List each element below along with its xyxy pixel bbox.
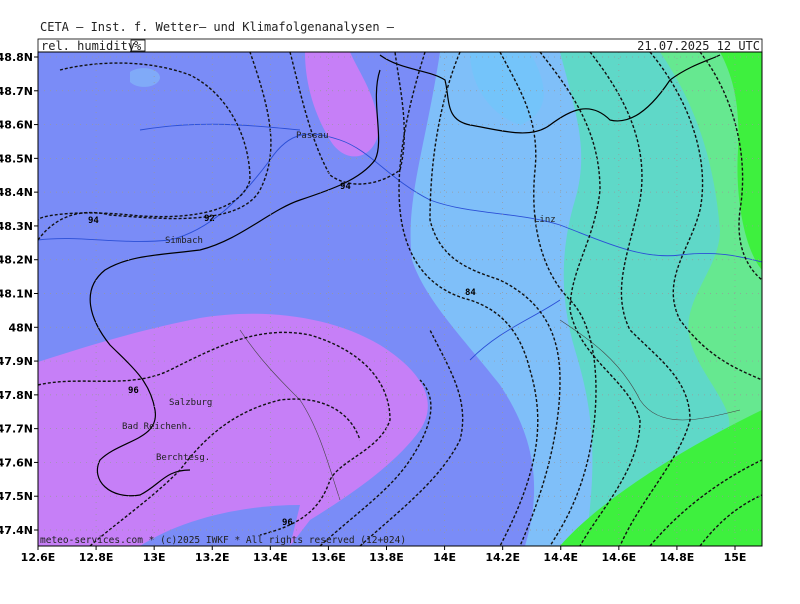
field-purple-north bbox=[305, 52, 379, 157]
field-light-blue bbox=[410, 52, 593, 546]
contour bbox=[589, 52, 691, 546]
contour bbox=[539, 52, 641, 546]
contour-label: 84 bbox=[465, 288, 476, 298]
place-label: Passau bbox=[296, 131, 329, 141]
contour bbox=[429, 52, 561, 546]
river bbox=[469, 299, 561, 361]
y-tick-label: 48.3N bbox=[0, 220, 33, 233]
field-purple bbox=[38, 313, 428, 546]
x-tick-label: 14.8E bbox=[660, 551, 695, 564]
contour-label: 94 bbox=[88, 216, 99, 226]
place-labels: Passau Simbach Linz Salzburg Bad Reichen… bbox=[122, 131, 556, 463]
contour bbox=[649, 52, 762, 381]
place-label: Salzburg bbox=[169, 398, 212, 408]
x-tick-label: 12.8E bbox=[79, 551, 114, 564]
contour-label: 94 bbox=[340, 182, 351, 192]
grid bbox=[38, 52, 762, 546]
unit-label: % bbox=[134, 39, 142, 53]
admin-line bbox=[559, 319, 741, 421]
y-tick-label: 48.5N bbox=[0, 152, 33, 165]
river bbox=[38, 133, 762, 263]
field-blue-strip bbox=[140, 505, 300, 546]
y-tick-label: 48.4N bbox=[0, 186, 33, 199]
y-tick-label: 47.8N bbox=[0, 389, 33, 402]
border bbox=[89, 69, 381, 497]
place-label: Linz bbox=[534, 215, 556, 225]
x-tick-label: 14.4E bbox=[543, 551, 578, 564]
footer: meteo-services.com * (c)2025 IWKF * All … bbox=[40, 535, 406, 546]
y-tick-label: 47.5N bbox=[0, 490, 33, 503]
y-tick-label: 48.1N bbox=[0, 288, 33, 301]
place-label: Bad Reichenh. bbox=[122, 422, 192, 432]
borders bbox=[89, 54, 741, 501]
contour bbox=[319, 379, 432, 546]
field-green bbox=[720, 52, 762, 270]
x-tick-label: 14.2E bbox=[485, 551, 520, 564]
x-tick-label: 13.4E bbox=[253, 551, 288, 564]
field-light-blue-2 bbox=[470, 52, 544, 125]
place-label: Simbach bbox=[165, 236, 203, 246]
y-tick-label: 48.7N bbox=[0, 85, 33, 98]
y-tick-label: 47.4N bbox=[0, 524, 33, 537]
x-tick-label: 14E bbox=[433, 551, 456, 564]
y-tick-label: 48.6N bbox=[0, 119, 33, 132]
x-tick-label: 15E bbox=[724, 551, 747, 564]
contour bbox=[38, 52, 272, 241]
axes: 12.6E 12.8E 13E 13.2E 13.4E 13.6E 13.8E 14E 14.2… bbox=[0, 51, 746, 564]
y-tick-label: 47.7N bbox=[0, 423, 33, 436]
x-tick-label: 12.6E bbox=[21, 551, 56, 564]
contour-label: 96 bbox=[282, 518, 293, 528]
x-tick-label: 13.8E bbox=[369, 551, 404, 564]
variable-label: rel._humidity bbox=[41, 39, 135, 53]
contour-label: 92 bbox=[204, 214, 215, 224]
map-area: Passau Simbach Linz Salzburg Bad Reichen… bbox=[38, 52, 762, 546]
unit-box bbox=[130, 39, 146, 52]
x-tick-label: 13.2E bbox=[195, 551, 230, 564]
y-tick-label: 48N bbox=[8, 321, 33, 334]
contour bbox=[38, 331, 391, 536]
x-tick-label: 13E bbox=[143, 551, 166, 564]
place-label: Berchtesg. bbox=[156, 453, 210, 463]
admin-line bbox=[239, 329, 341, 501]
map-frame bbox=[37, 51, 763, 547]
y-tick-label: 47.9N bbox=[0, 355, 33, 368]
y-tick-label: 48.2N bbox=[0, 254, 33, 267]
header-title: CETA — Inst. f. Wetter— und Klimafolgena… bbox=[40, 20, 395, 34]
x-tick-label: 13.6E bbox=[311, 551, 346, 564]
contour bbox=[359, 329, 464, 546]
rivers bbox=[38, 123, 762, 361]
contour bbox=[699, 52, 762, 281]
contour bbox=[649, 459, 762, 546]
field-blob bbox=[130, 68, 160, 87]
contours bbox=[38, 52, 762, 546]
x-tick-label: 14.6E bbox=[602, 551, 637, 564]
contour-labels: 94 92 94 84 96 96 bbox=[88, 182, 476, 528]
border bbox=[379, 54, 721, 134]
y-tick-label: 47.6N bbox=[0, 456, 33, 469]
datetime: 21.07.2025 12 UTC bbox=[637, 39, 760, 53]
y-tick-label: 48.8N bbox=[0, 51, 33, 64]
contour-label: 96 bbox=[128, 386, 139, 396]
river bbox=[139, 123, 301, 131]
contour bbox=[289, 52, 405, 185]
